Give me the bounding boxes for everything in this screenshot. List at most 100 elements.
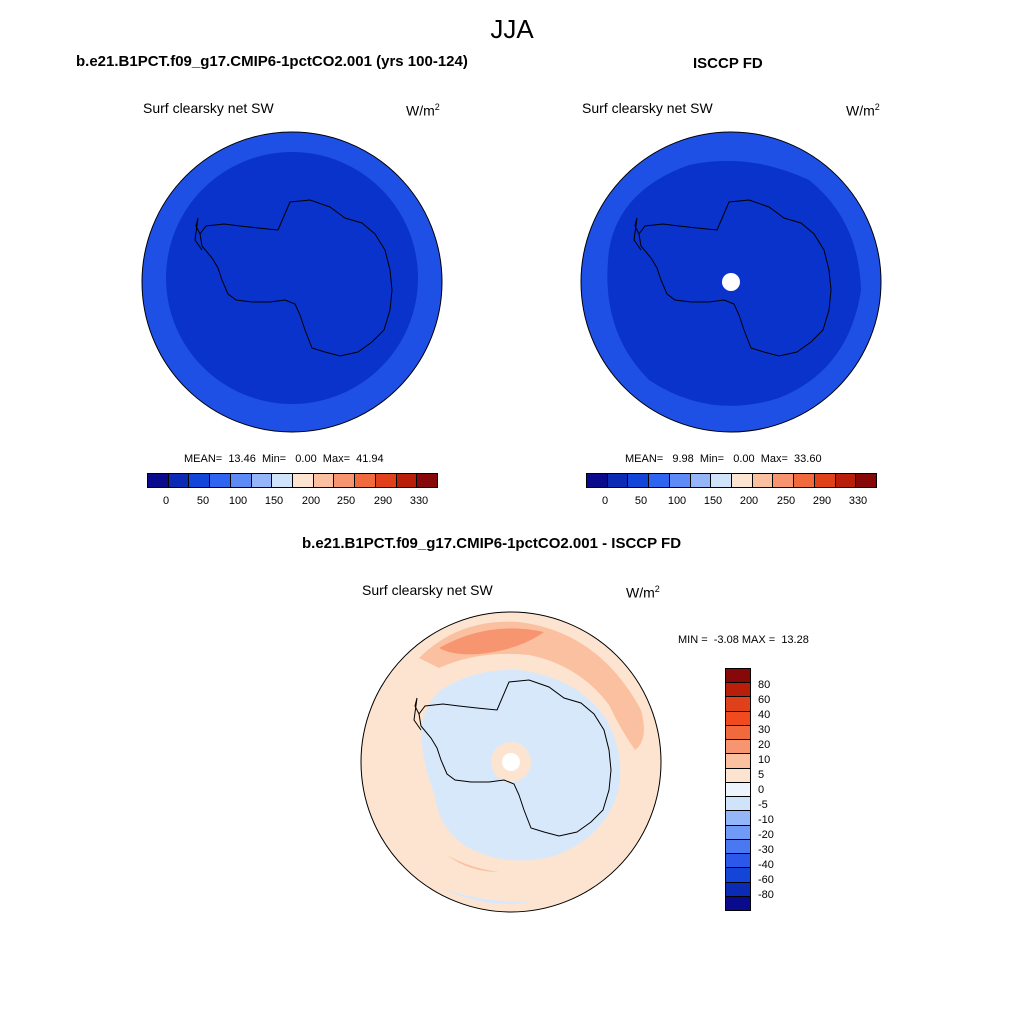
panel2-antarctica-coastline xyxy=(638,199,832,357)
panel3-colorbar-tick: -20 xyxy=(758,829,774,841)
colorbar-swatch xyxy=(726,854,750,869)
colorbar-swatch xyxy=(726,811,750,826)
panel1-colorbar-tick: 200 xyxy=(301,495,321,507)
panel1-colorbar-tick: 330 xyxy=(409,495,429,507)
panel3-colorbar-tick: 20 xyxy=(758,739,771,751)
colorbar-swatch xyxy=(835,474,857,487)
panel2-stats: MEAN= 9.98 Min= 0.00 Max= 33.60 xyxy=(625,453,822,465)
panel2-colorbar-tick: 150 xyxy=(703,495,723,507)
panel1-stats: MEAN= 13.46 Min= 0.00 Max= 41.94 xyxy=(184,453,384,465)
panel1-colorbar-tick: 150 xyxy=(264,495,284,507)
panel3-colorbar-tick: 40 xyxy=(758,709,771,721)
panel3-colorbar-tick: 5 xyxy=(758,769,765,781)
colorbar-swatch xyxy=(690,474,712,487)
panel1-colorbar-tick: 0 xyxy=(162,495,170,507)
colorbar-swatch xyxy=(334,474,356,487)
panel1-title: b.e21.B1PCT.f09_g17.CMIP6-1pctCO2.001 (y… xyxy=(76,53,468,70)
panel2-units: W/m2 xyxy=(846,102,880,119)
panel1-colorbar-tick: 50 xyxy=(196,495,210,507)
colorbar-swatch xyxy=(726,839,750,855)
panel2-colorbar-swatches xyxy=(586,473,877,488)
colorbar-swatch xyxy=(168,474,190,487)
panel1-antarctica-coastline xyxy=(199,199,393,357)
panel1-units: W/m2 xyxy=(406,102,440,119)
panel3-colorbar-tick: -30 xyxy=(758,844,774,856)
panel3-colorbar xyxy=(725,668,751,911)
panel3-colorbar-tick: -40 xyxy=(758,859,774,871)
colorbar-swatch xyxy=(726,754,750,769)
panel1-polar-map xyxy=(141,131,443,433)
colorbar-swatch xyxy=(189,474,211,487)
colorbar-swatch xyxy=(417,474,438,487)
colorbar-swatch xyxy=(649,474,670,487)
colorbar-swatch xyxy=(293,474,314,487)
colorbar-swatch xyxy=(794,474,815,487)
panel2-colorbar-tick: 50 xyxy=(634,495,648,507)
colorbar-swatch xyxy=(375,474,397,487)
panel2-variable-label: Surf clearsky net SW xyxy=(582,100,713,116)
panel3-missing-data-hole xyxy=(502,753,520,771)
panel3-colorbar-tick: 10 xyxy=(758,754,771,766)
panel1-variable-label: Surf clearsky net SW xyxy=(143,100,274,116)
colorbar-swatch xyxy=(313,474,335,487)
colorbar-swatch xyxy=(148,474,169,487)
panel3-colorbar-tick: 0 xyxy=(758,784,765,796)
panel1-colorbar xyxy=(147,473,438,488)
panel2-peninsula-coastline xyxy=(633,217,642,251)
panel1-colorbar-swatches xyxy=(147,473,438,488)
colorbar-swatch xyxy=(726,740,750,755)
panel1-peninsula-coastline xyxy=(194,217,203,251)
colorbar-swatch xyxy=(726,683,750,698)
panel1-colorbar-tick: 290 xyxy=(373,495,393,507)
colorbar-swatch xyxy=(726,797,750,812)
colorbar-swatch xyxy=(396,474,418,487)
panel1-colorbar-tick: 250 xyxy=(336,495,356,507)
panel3-colorbar-swatches xyxy=(725,668,751,911)
colorbar-swatch xyxy=(732,474,753,487)
colorbar-swatch xyxy=(726,697,750,712)
panel3-negative-small-region xyxy=(441,888,529,905)
panel3-colorbar-tick: 30 xyxy=(758,724,771,736)
panel3-colorbar-tick: -80 xyxy=(758,889,774,901)
panel2-colorbar-tick: 330 xyxy=(848,495,868,507)
panel3-stats: MIN = -3.08 MAX = 13.28 xyxy=(678,634,809,646)
colorbar-swatch xyxy=(587,474,608,487)
colorbar-swatch xyxy=(726,669,750,684)
panel2-colorbar-tick: 100 xyxy=(667,495,687,507)
panel1-colorbar-tick: 100 xyxy=(228,495,248,507)
panel3-units: W/m2 xyxy=(626,584,660,601)
colorbar-swatch xyxy=(726,768,750,783)
colorbar-swatch xyxy=(607,474,629,487)
panel2-missing-data-hole xyxy=(722,273,740,291)
panel3-antarctica-coastline xyxy=(418,679,612,837)
colorbar-swatch xyxy=(773,474,795,487)
panel2-colorbar xyxy=(586,473,877,488)
colorbar-swatch xyxy=(711,474,733,487)
panel3-colorbar-tick: -5 xyxy=(758,799,768,811)
panel2-title: ISCCP FD xyxy=(693,55,763,72)
colorbar-swatch xyxy=(856,474,877,487)
panel3-colorbar-tick: -60 xyxy=(758,874,774,886)
colorbar-swatch xyxy=(752,474,774,487)
panel3-colorbar-tick: -10 xyxy=(758,814,774,826)
colorbar-swatch xyxy=(726,896,750,910)
panel2-colorbar-tick: 250 xyxy=(776,495,796,507)
panel2-colorbar-tick: 200 xyxy=(739,495,759,507)
panel2-polar-map xyxy=(580,131,882,433)
colorbar-swatch xyxy=(726,882,750,897)
colorbar-swatch xyxy=(726,725,750,741)
colorbar-swatch xyxy=(251,474,273,487)
panel3-positive-peak-region xyxy=(439,628,544,655)
panel3-peninsula-coastline xyxy=(413,697,422,731)
main-title: JJA xyxy=(490,14,534,44)
panel3-colorbar-tick: 80 xyxy=(758,679,771,691)
colorbar-swatch xyxy=(726,782,750,798)
colorbar-swatch xyxy=(210,474,231,487)
panel2-colorbar-tick: 0 xyxy=(601,495,609,507)
colorbar-swatch xyxy=(726,825,750,840)
colorbar-swatch xyxy=(726,868,750,883)
panel3-colorbar-tick: 60 xyxy=(758,694,771,706)
panel2-colorbar-tick: 290 xyxy=(812,495,832,507)
colorbar-swatch xyxy=(355,474,376,487)
panel3-variable-label: Surf clearsky net SW xyxy=(362,582,493,598)
